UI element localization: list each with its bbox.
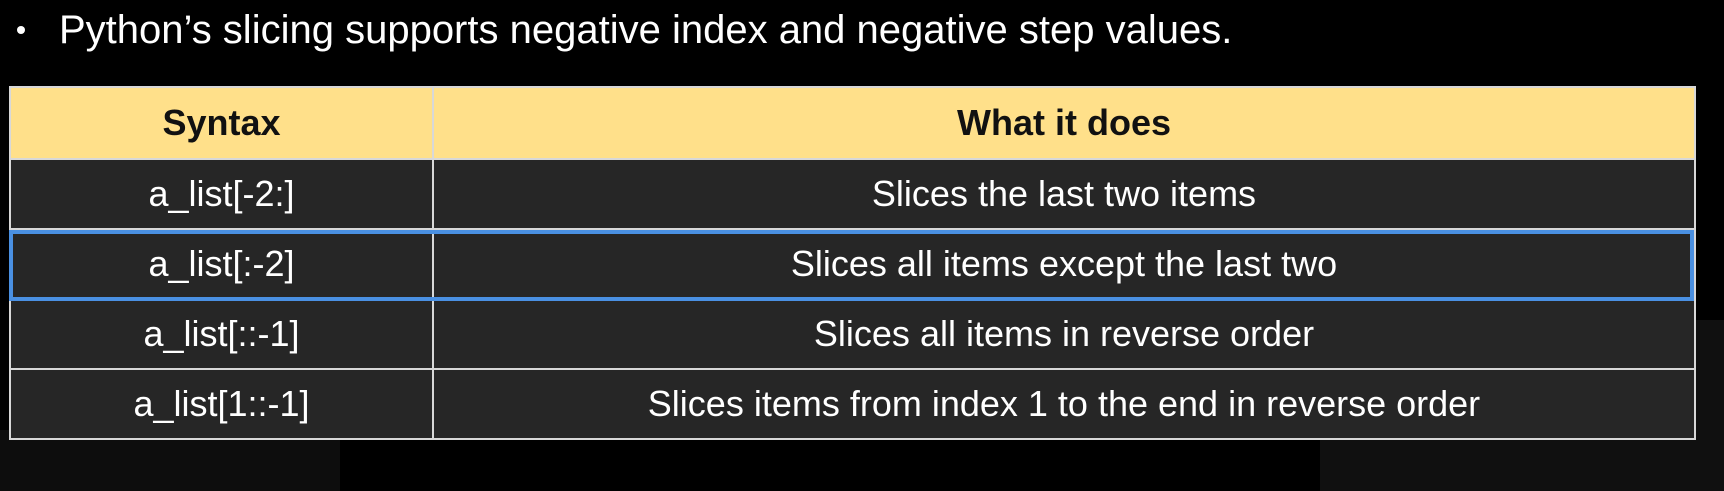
syntax-cell: a_list[1::-1] [9,368,434,440]
bullet-text: Python’s slicing supports negative index… [59,7,1233,52]
header-syntax: Syntax [9,86,434,160]
syntax-cell: a_list[-2:] [9,158,434,230]
bullet-point: Python’s slicing supports negative index… [12,4,1232,56]
syntax-cell: a_list[:-2] [9,228,434,300]
table-row: a_list[1::-1] Slices items from index 1 … [9,368,1696,440]
description-cell: Slices the last two items [432,158,1696,230]
background-shape-left [0,430,340,491]
table-row-highlighted: a_list[:-2] Slices all items except the … [9,228,1696,300]
header-what-it-does: What it does [432,86,1696,160]
table-row: a_list[-2:] Slices the last two items [9,158,1696,230]
table-header-row: Syntax What it does [9,86,1696,160]
bullet-dot-icon [17,26,25,34]
slicing-table: Syntax What it does a_list[-2:] Slices t… [9,86,1696,440]
slicing-table-container: Syntax What it does a_list[-2:] Slices t… [9,86,1696,440]
syntax-cell: a_list[::-1] [9,298,434,370]
description-cell: Slices items from index 1 to the end in … [432,368,1696,440]
description-cell: Slices all items except the last two [432,228,1696,300]
table-row: a_list[::-1] Slices all items in reverse… [9,298,1696,370]
description-cell: Slices all items in reverse order [432,298,1696,370]
